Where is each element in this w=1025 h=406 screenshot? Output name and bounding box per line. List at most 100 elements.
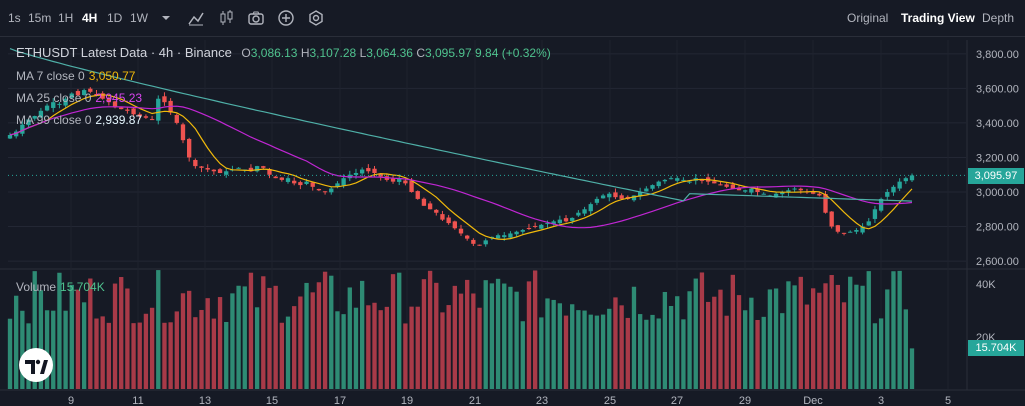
candle-body	[131, 108, 136, 115]
volume-bar	[341, 314, 346, 389]
volume-bar	[112, 283, 118, 389]
volume-bar	[353, 307, 359, 389]
volume-bar	[866, 271, 871, 389]
volume-bar	[88, 278, 93, 389]
last-price-tag: 3,095.97	[968, 168, 1024, 184]
view-depth-tab[interactable]: Depth	[982, 11, 1015, 25]
candle-body	[51, 102, 56, 108]
candle-body	[322, 191, 328, 193]
candle-body	[532, 225, 538, 227]
volume-bar	[452, 285, 457, 389]
candle-body	[316, 188, 322, 191]
candle-body	[823, 194, 828, 213]
candle-body	[798, 188, 803, 191]
candle-body	[854, 230, 859, 232]
price-axis-label: 3,800.00	[976, 49, 1019, 61]
interval-1s[interactable]: 1s	[8, 11, 21, 25]
interval-1d[interactable]: 1D	[107, 11, 123, 25]
volume-bar	[903, 309, 908, 389]
price-axis-label: 2,800.00	[976, 222, 1019, 234]
volume-bar	[156, 270, 161, 389]
volume-bar	[780, 313, 785, 389]
chevron-down-icon[interactable]	[156, 8, 176, 28]
candle-body	[427, 203, 433, 210]
candle-body	[848, 231, 853, 233]
volume-bar	[32, 271, 37, 389]
candle-body	[872, 209, 878, 219]
volume-bar	[897, 270, 902, 389]
candle-body	[878, 198, 884, 211]
candle-body	[773, 193, 779, 198]
candle-body	[619, 195, 624, 199]
time-axis-label: 23	[536, 395, 548, 406]
candles-icon[interactable]	[216, 8, 236, 28]
volume-bar	[502, 283, 507, 389]
candle-body	[162, 96, 167, 103]
candle-body	[125, 109, 130, 111]
settings-hex-icon[interactable]	[306, 8, 326, 28]
volume-bar	[440, 312, 445, 389]
candle-body	[452, 221, 457, 229]
volume-bar	[613, 297, 618, 389]
candle-body	[477, 244, 482, 246]
candle-body	[26, 119, 31, 126]
volume-bar	[810, 288, 816, 389]
plus-circle-icon[interactable]	[276, 8, 296, 28]
volume-bar	[168, 322, 173, 389]
volume-bar	[514, 291, 519, 389]
volume-bar	[174, 311, 179, 389]
candle-body	[180, 124, 186, 141]
candle-body	[63, 98, 68, 106]
volume-bar	[230, 293, 235, 389]
volume-bar	[384, 306, 390, 389]
volume-bar	[211, 318, 217, 389]
candle-body	[829, 211, 834, 227]
candle-body	[38, 110, 44, 118]
time-axis-label: Dec	[803, 395, 823, 406]
volume-bar	[477, 307, 482, 389]
candle-body	[440, 214, 445, 220]
time-axis-label: 11	[132, 395, 143, 406]
interval-1h[interactable]: 1H	[58, 11, 74, 25]
candle-body	[149, 119, 155, 121]
interval-1w[interactable]: 1W	[130, 11, 148, 25]
candle-body	[69, 93, 74, 98]
volume-bar	[224, 321, 229, 389]
candle-body	[106, 98, 112, 103]
volume-bar	[718, 289, 723, 389]
volume-bar	[254, 307, 260, 389]
ma25-legend: MA 25 close 0 2,945.23	[16, 91, 143, 105]
interval-4h[interactable]: 4H	[82, 11, 98, 25]
candle-body	[866, 221, 871, 226]
view-original-tab[interactable]: Original	[847, 11, 889, 25]
volume-bar	[545, 298, 550, 389]
volume-bar	[508, 286, 513, 389]
tradingview-logo[interactable]	[18, 347, 54, 383]
volume-bar	[20, 310, 25, 389]
view-trading-view-tab[interactable]: Trading View	[901, 11, 975, 25]
volume-bar	[137, 322, 142, 389]
candle-body	[724, 184, 729, 187]
volume-bar	[495, 278, 501, 389]
volume-bar	[471, 293, 476, 389]
indicator-line-icon[interactable]	[186, 8, 206, 28]
interval-15m[interactable]: 15m	[28, 11, 52, 25]
volume-bar	[619, 305, 624, 389]
volume-bar	[322, 271, 328, 389]
volume-bar	[644, 319, 649, 389]
candle-body	[631, 195, 637, 201]
candle-body	[353, 173, 359, 175]
volume-bar	[100, 316, 105, 389]
volume-bar	[310, 292, 315, 389]
volume-bar	[279, 322, 284, 389]
volume-bar	[57, 272, 62, 389]
candle-body	[662, 179, 668, 182]
candle-body	[576, 212, 581, 216]
candle-body	[502, 235, 507, 238]
candle-body	[712, 181, 717, 184]
camera-icon[interactable]	[246, 8, 266, 28]
candle-body	[508, 233, 513, 238]
candle-body	[378, 173, 383, 177]
candle-body	[261, 166, 266, 168]
